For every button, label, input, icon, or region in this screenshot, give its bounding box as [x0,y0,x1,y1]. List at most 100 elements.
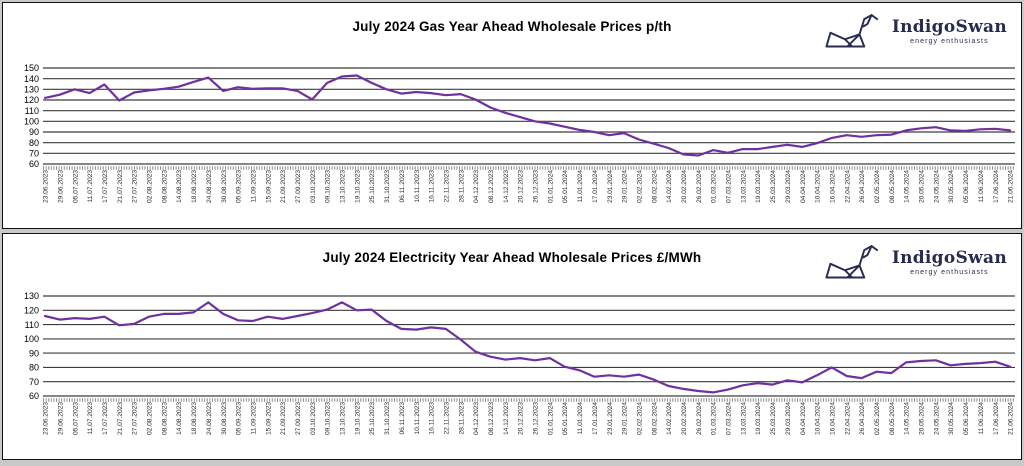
origami-swan-icon [824,241,882,285]
x-tick-label: 29.01.2024 [622,170,629,203]
x-tick-label: 25.03.2024 [770,170,777,203]
y-tick-label: 140 [24,74,39,84]
x-tick-label: 27.07.2023 [132,170,139,203]
x-tick-label: 26.02.2024 [696,170,703,203]
x-tick-label: 13.03.2024 [740,402,747,435]
x-tick-label: 14.08.2023 [176,170,183,203]
logo-tagline-text: energy enthusiasts [910,269,989,276]
x-axis-labels: 23.06.2023 29.06.2023 05.07.2023 11.07.2023… [43,170,1015,203]
x-tick-label: 07.03.2024 [726,170,733,203]
x-tick-label: 20.05.2024 [919,170,926,203]
x-tick-label: 26.12.2023 [533,402,540,435]
x-tick-label: 04.04.2024 [800,170,807,203]
x-tick-label: 14.05.2024 [904,402,911,435]
x-tick-label: 17.01.2024 [592,402,599,435]
x-tick-label: 11.01.2024 [577,170,584,203]
x-tick-label: 21.09.2023 [280,170,287,203]
x-tick-label: 26.04.2024 [859,170,866,203]
x-tick-label: 04.12.2023 [473,402,480,435]
x-tick-label: 05.06.2024 [963,402,970,435]
x-tick-label: 25.03.2024 [770,402,777,435]
x-tick-label: 16.11.2023 [429,170,436,203]
x-tick-label: 16.04.2024 [829,402,836,435]
x-tick-label: 17.06.2024 [993,170,1000,203]
x-tick-label: 19.10.2023 [354,170,361,203]
x-tick-label: 08.12.2023 [488,170,495,203]
x-tick-label: 10.04.2024 [815,402,822,435]
x-tick-label: 06.11.2023 [399,402,406,435]
x-tick-label: 02.02.2024 [636,402,643,435]
x-tick-label: 26.04.2024 [859,402,866,435]
x-tick-label: 11.06.2024 [978,402,985,435]
electricity-chart-panel: July 2024 Electricity Year Ahead Wholesa… [2,233,1022,460]
x-tick-label: 20.12.2023 [518,170,525,203]
x-tick-label: 24.08.2023 [206,170,213,203]
x-tick-label: 23.01.2024 [607,170,614,203]
x-tick-label: 26.12.2023 [533,170,540,203]
x-tick-label: 28.11.2023 [458,402,465,435]
x-tick-label: 30.08.2023 [221,402,228,435]
indigoswan-logo: IndigoSwan energy enthusiasts [824,241,1007,285]
y-tick-label: 130 [24,85,39,95]
x-tick-label: 11.09.2023 [250,402,257,435]
x-tick-label: 18.08.2023 [191,402,198,435]
x-tick-label: 20.12.2023 [518,402,525,435]
y-tick-label: 90 [29,348,39,358]
x-tick-label: 17.01.2024 [592,170,599,203]
x-tick-label: 03.10.2023 [310,170,317,203]
x-tick-label: 27.09.2023 [295,402,302,435]
x-tick-label: 20.02.2024 [681,170,688,203]
y-tick-label: 100 [24,117,39,127]
x-tick-label: 14.12.2023 [503,402,510,435]
y-tick-label: 130 [24,291,39,301]
x-tick-label: 23.06.2023 [43,170,50,203]
x-tick-label: 09.10.2023 [325,402,332,435]
x-tick-label: 21.09.2023 [280,402,287,435]
x-tick-label: 29.06.2023 [57,170,64,203]
x-tick-label: 21.07.2023 [117,170,124,203]
x-tick-label: 14.05.2024 [904,170,911,203]
x-tick-label: 11.09.2023 [250,170,257,203]
gas-chart-title: July 2024 Gas Year Ahead Wholesale Price… [352,19,672,34]
x-tick-label: 02.08.2023 [147,402,154,435]
x-tick-label: 10.04.2024 [815,170,822,203]
x-tick-label: 23.01.2024 [607,402,614,435]
x-tick-label: 08.02.2024 [651,170,658,203]
y-tick-label: 110 [25,320,39,330]
x-tick-label: 16.11.2023 [429,402,436,435]
gridlines [43,67,1015,165]
x-tick-label: 02.05.2024 [874,170,881,203]
x-tick-label: 07.03.2024 [726,402,733,435]
x-tick-label: 22.04.2024 [844,402,851,435]
x-tick-label: 31.10.2023 [384,402,391,435]
x-tick-label: 27.09.2023 [295,170,302,203]
x-tick-label: 31.10.2023 [384,170,391,203]
x-tick-label: 05.07.2023 [72,170,79,203]
x-tick-label: 21.06.2024 [1008,170,1015,203]
x-tick-label: 03.10.2023 [310,402,317,435]
x-tick-label: 05.01.2024 [562,170,569,203]
x-tick-label: 01.01.2024 [547,170,554,203]
x-tick-label: 11.01.2024 [577,402,584,435]
x-tick-label: 10.11.2023 [414,402,421,435]
y-tick-label: 70 [29,149,39,159]
x-tick-label: 19.03.2024 [755,402,762,435]
x-tick-label: 02.08.2023 [147,170,154,203]
x-tick-label: 20.05.2024 [919,402,926,435]
x-tick-label: 22.11.2023 [443,402,450,435]
x-tick-label: 29.01.2024 [622,402,629,435]
y-tick-label: 60 [29,391,39,401]
x-tick-label: 24.05.2024 [933,170,940,203]
x-tick-label: 01.03.2024 [711,170,718,203]
x-tick-label: 08.02.2024 [651,402,658,435]
x-tick-label: 13.03.2024 [740,170,747,203]
x-tick-label: 05.07.2023 [72,402,79,435]
x-tick-label: 05.06.2024 [963,170,970,203]
x-tick-label: 29.03.2024 [785,170,792,203]
x-tick-label: 05.09.2023 [236,170,243,203]
x-tick-label: 05.01.2024 [562,402,569,435]
y-tick-label: 70 [29,377,39,387]
x-axis-labels: 23.06.2023 29.06.2023 05.07.2023 11.07.2023… [43,402,1015,435]
